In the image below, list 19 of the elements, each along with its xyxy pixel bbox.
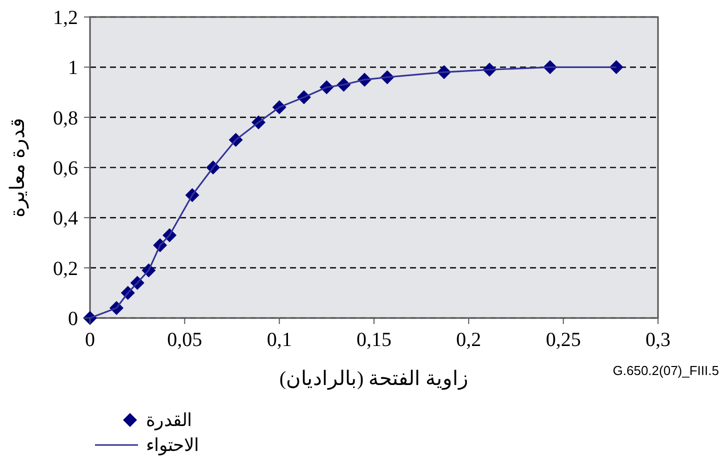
x-tick-label: 0,1 <box>266 329 292 351</box>
x-tick-label: 0,15 <box>356 329 392 351</box>
x-tick-label: 0,05 <box>167 329 202 351</box>
x-tick-label: 0,25 <box>546 329 581 351</box>
text: G.650.2(07)_FIII.5 <box>612 363 719 378</box>
y-tick-label: 1,2 <box>53 7 78 29</box>
y-tick-label: 0,8 <box>53 107 78 130</box>
y-tick-label: 0,2 <box>53 258 78 280</box>
x-tick-label: 0,3 <box>646 329 670 351</box>
y-tick-label: 0,4 <box>53 208 78 230</box>
y-tick-label: 0,6 <box>53 158 78 180</box>
x-tick-label: 0 <box>85 329 95 351</box>
y-axis-title: قدرة معايرة <box>7 118 29 218</box>
y-tick-label: 1 <box>68 57 78 80</box>
legend-label: القدرة <box>146 410 192 431</box>
x-tick-label: 0,2 <box>456 329 482 351</box>
y-tick-label: 0 <box>68 308 78 330</box>
x-axis-title: زاوية الفتحة (بالراديان) <box>279 368 469 390</box>
legend-label: الاحتواء <box>146 435 199 456</box>
